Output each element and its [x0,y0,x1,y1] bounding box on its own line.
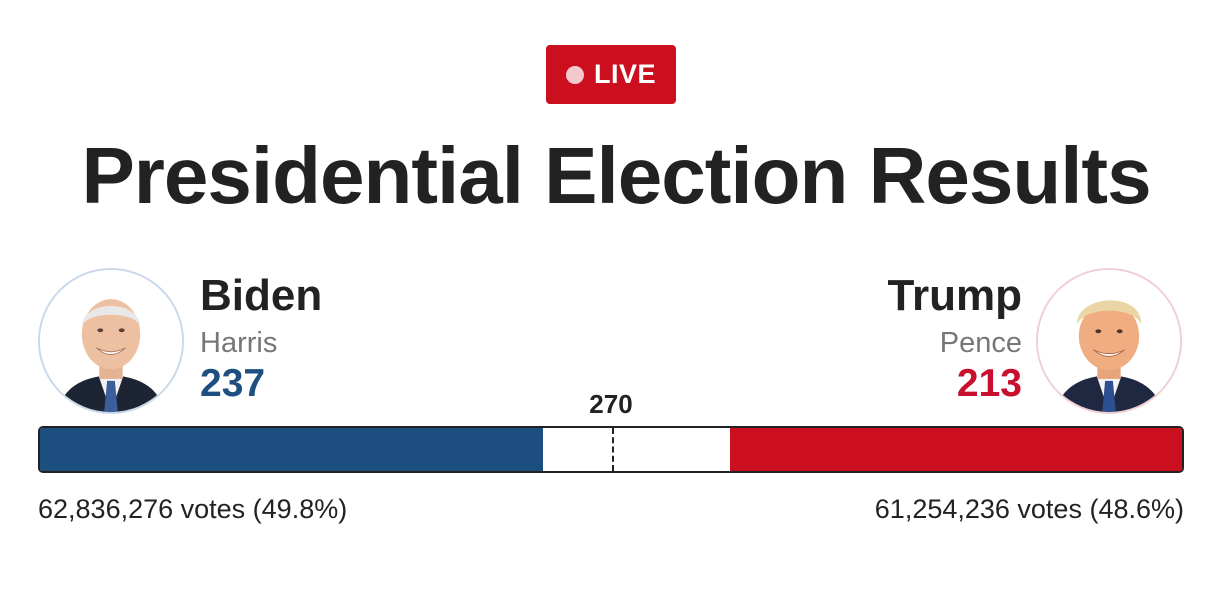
live-badge: LIVE [546,45,676,104]
left-electoral-bar [40,428,544,471]
trump-portrait-icon [1038,270,1180,412]
electoral-vote-bar [38,426,1184,473]
threshold-line [612,428,615,471]
biden-portrait-icon [40,270,182,412]
biden-avatar [38,268,184,414]
left-running-mate: Harris [200,327,278,359]
right-electoral-bar [729,428,1182,471]
right-candidate-name: Trump [887,271,1022,320]
right-popular-votes: 61,254,236 votes (48.6%) [874,494,1184,524]
right-electoral-votes: 213 [956,362,1022,405]
left-electoral-votes: 237 [200,362,266,405]
threshold-label: 270 [589,389,633,419]
trump-avatar [1036,268,1182,414]
left-popular-votes: 62,836,276 votes (49.8%) [38,494,348,524]
live-dot-icon [565,65,584,84]
right-running-mate: Pence [939,327,1022,359]
left-candidate-name: Biden [200,271,323,320]
page-title: Presidential Election Results [81,131,1151,220]
live-badge-label: LIVE [593,59,656,89]
